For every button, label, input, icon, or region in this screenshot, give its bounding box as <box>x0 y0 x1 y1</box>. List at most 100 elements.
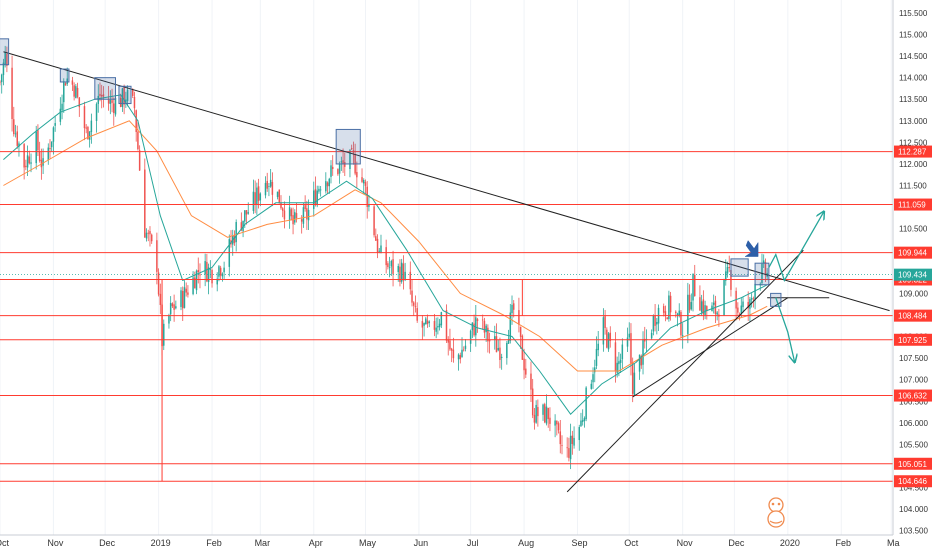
candle-body <box>426 320 429 325</box>
candle-body <box>302 207 305 224</box>
candle-body <box>183 287 186 308</box>
candle-body <box>373 206 375 236</box>
candle-body <box>168 315 170 324</box>
candle-body <box>668 295 670 320</box>
candle-body <box>604 316 606 329</box>
candle-body <box>638 354 641 372</box>
candle-body <box>278 189 281 204</box>
candle-body <box>283 210 286 220</box>
candle-body <box>445 310 448 341</box>
y-tick-label: 105.500 <box>899 440 928 449</box>
level-tag <box>894 198 932 211</box>
candle-body <box>566 447 568 449</box>
trendline <box>566 249 804 493</box>
candle-body <box>397 265 399 273</box>
candle-body <box>111 100 113 103</box>
candle-body <box>350 148 353 150</box>
candle-body <box>606 329 608 348</box>
candle-body <box>163 323 165 346</box>
candle-body <box>485 325 487 333</box>
candle-body <box>473 323 475 336</box>
candle-body <box>269 179 272 187</box>
candle-body <box>340 161 343 163</box>
y-tick-label: 103.500 <box>899 527 928 536</box>
trendline <box>3 51 890 312</box>
candle-body <box>368 204 370 207</box>
candle-body <box>690 302 693 310</box>
y-tick-label: 114.500 <box>899 52 928 61</box>
candle-body <box>762 260 765 264</box>
candle-body <box>28 156 31 164</box>
candle-body <box>404 271 406 280</box>
candle-body <box>700 301 703 313</box>
candle-body <box>450 348 453 351</box>
y-tick-label: 111.500 <box>899 182 927 191</box>
candle-body <box>488 339 491 342</box>
candle-body <box>411 290 413 303</box>
candle-body <box>547 407 549 420</box>
candle-body <box>271 181 274 195</box>
candle-body <box>616 362 618 373</box>
candle-body <box>149 231 151 235</box>
trendline <box>632 297 789 398</box>
candle-body <box>702 299 705 315</box>
candle-body <box>440 312 443 326</box>
candle-body <box>642 339 644 365</box>
candle-body <box>511 304 513 314</box>
candle-body <box>433 321 436 330</box>
y-tick-label: 107.000 <box>899 376 928 385</box>
candle-body <box>187 292 189 295</box>
candle-body <box>363 179 365 184</box>
candle-body <box>712 302 715 305</box>
candle-body <box>180 290 182 307</box>
x-tick-label: Oct <box>0 538 9 548</box>
highlight-box <box>335 128 361 165</box>
candle-body <box>590 383 593 389</box>
candle-body <box>173 304 175 310</box>
candle-body <box>716 312 718 315</box>
candle-body <box>102 94 105 97</box>
candle-body <box>254 192 256 205</box>
x-tick-label: Nov <box>677 538 694 548</box>
candle-body <box>235 222 237 243</box>
candle-body <box>602 317 605 345</box>
candle-body <box>88 131 91 140</box>
candle-body <box>206 261 208 282</box>
y-tick-label: 109.000 <box>899 289 928 298</box>
candle-body <box>185 288 187 293</box>
level-tag <box>894 333 932 346</box>
candle-body <box>30 162 32 164</box>
candle-body <box>52 127 55 142</box>
candle-body <box>75 86 77 99</box>
candle-body <box>457 354 460 360</box>
candle-body <box>14 133 17 135</box>
candle-body <box>144 169 146 238</box>
candle-body <box>138 150 141 171</box>
candle-body <box>64 83 67 86</box>
candle-body <box>669 295 672 313</box>
candle-body <box>295 213 298 219</box>
y-tick-label: 112.500 <box>899 138 928 147</box>
y-tick-label: 114.000 <box>899 74 928 83</box>
candle-body <box>706 306 708 311</box>
candle-body <box>740 305 743 315</box>
candle-body <box>693 275 696 297</box>
candle-body <box>640 355 643 366</box>
y-tick-label: 107.500 <box>899 354 928 363</box>
candle-body <box>123 87 125 105</box>
candle-body <box>99 93 101 96</box>
candle-body <box>664 311 667 317</box>
candle-body <box>559 431 562 445</box>
level-tag <box>894 475 932 488</box>
ema-fast-line <box>3 94 768 415</box>
candle-body <box>159 293 162 305</box>
candle-body <box>328 178 331 187</box>
candle-body <box>47 147 50 161</box>
candle-body <box>533 414 536 423</box>
candle-body <box>699 297 701 311</box>
candle-body <box>561 445 563 447</box>
candle-body <box>73 85 75 97</box>
highlight-box <box>754 262 770 286</box>
